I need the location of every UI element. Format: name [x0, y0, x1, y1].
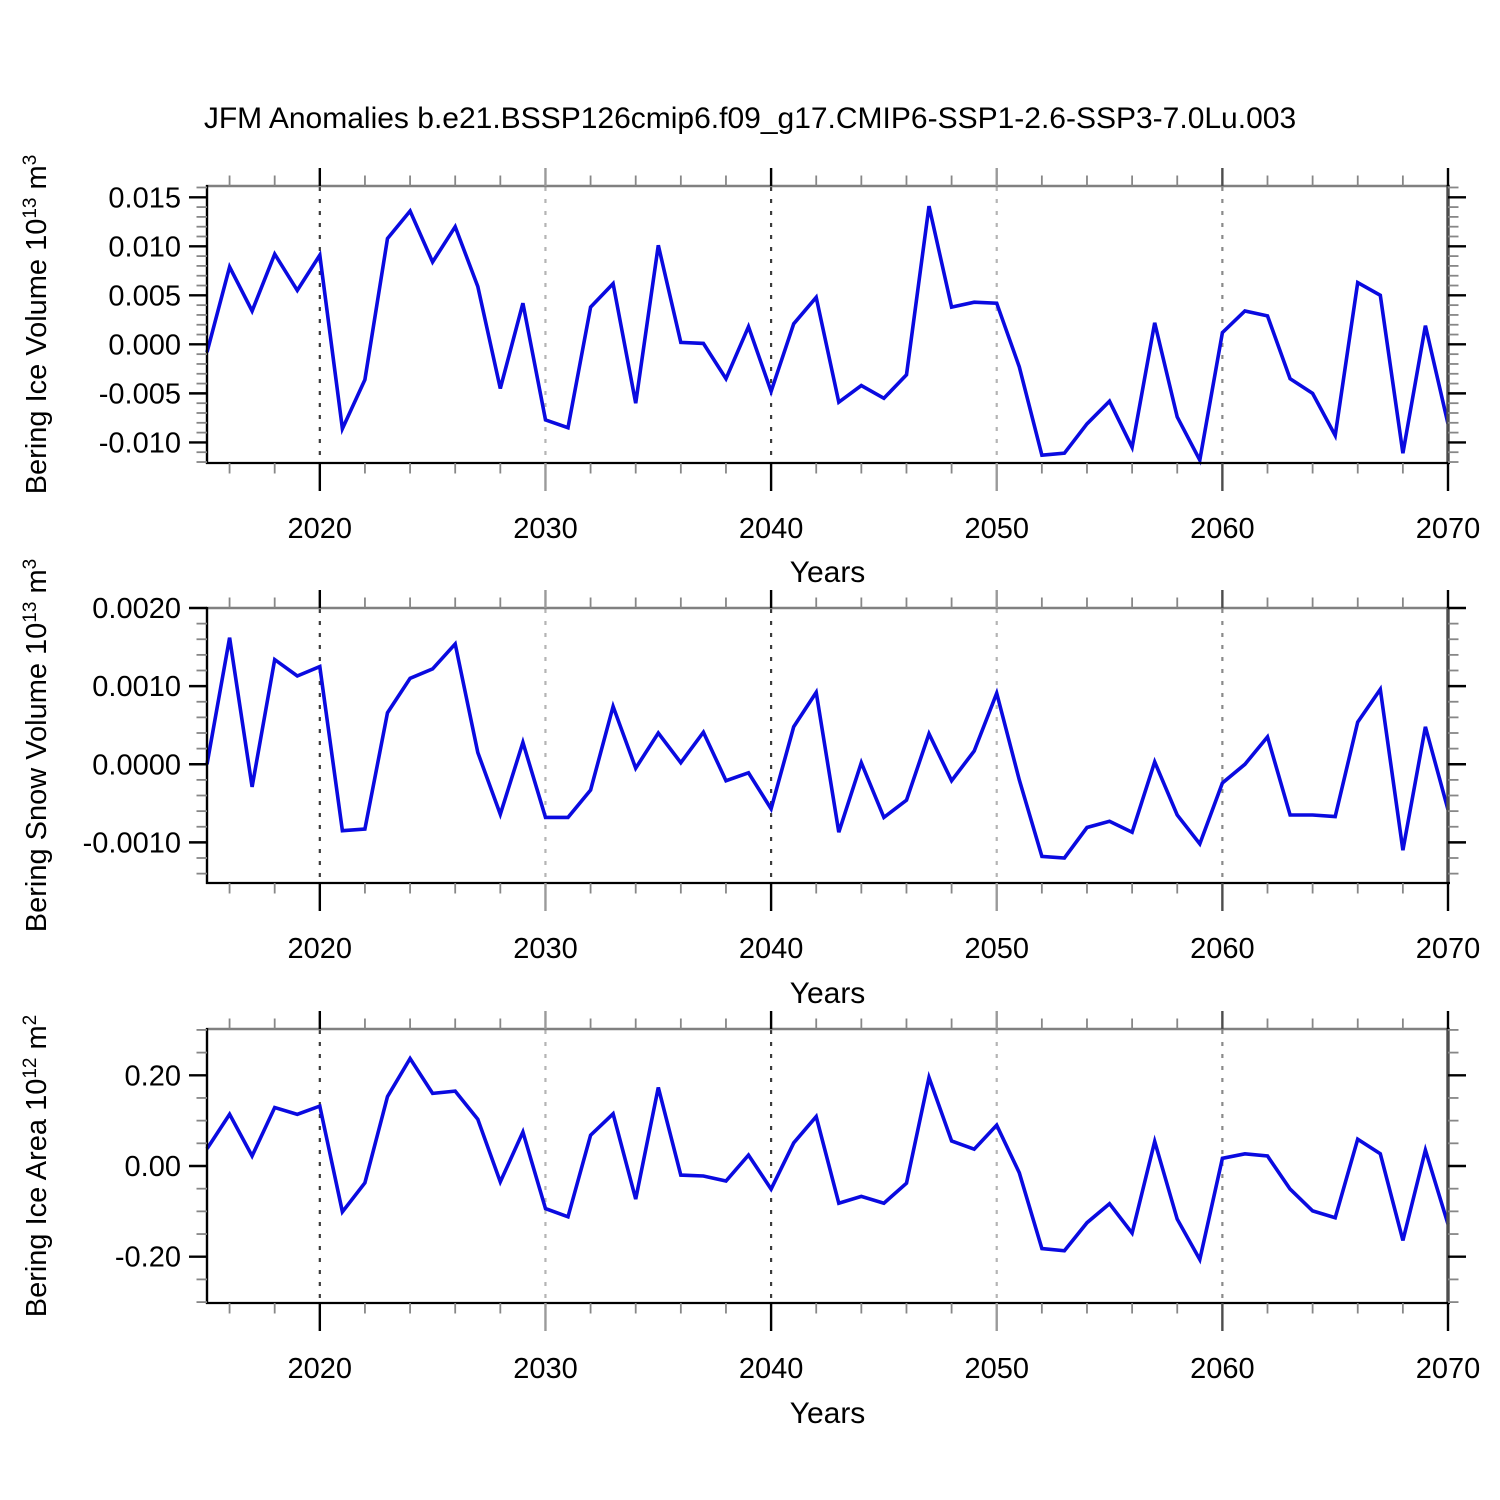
y-axis-title-sup: 3: [20, 559, 41, 570]
chart-bering-ice-volume: 0.015 0.010 0.005 0.000 -0.005 -0.010 2020 2030…: [20, 155, 1480, 589]
x-tick-label: 2070: [1416, 933, 1481, 965]
y-tick-label: -0.005: [99, 378, 181, 410]
x-tick-label: 2030: [513, 513, 578, 545]
x-axis-title: Years: [790, 556, 866, 589]
y-axis-title-sup: 2: [20, 1015, 41, 1026]
y-tick-label: -0.0010: [83, 827, 181, 859]
x-tick-label: 2020: [288, 933, 353, 965]
y-axis-title-seg: Bering Ice Area 10: [21, 1079, 53, 1318]
x-tick-label: 2020: [288, 1353, 353, 1385]
y-axis-title-sup: 13: [20, 197, 41, 218]
figure-title: JFM Anomalies b.e21.BSSP126cmip6.f09_g17…: [204, 102, 1296, 135]
charts-container: 0.015 0.010 0.005 0.000 -0.005 -0.010 2020 2030…: [20, 155, 1480, 1430]
chart-bering-snow-volume: 0.0020 0.0010 0.0000 -0.0010 2020 2030 2040 205…: [20, 559, 1480, 1010]
y-axis-title-seg: m: [21, 569, 53, 601]
y-axis-title-seg: Bering Snow Volume 10: [21, 623, 53, 933]
x-tick-label: 2040: [739, 933, 804, 965]
y-axis-title: Bering Snow Volume 1013 m3: [20, 559, 53, 932]
x-tick-label: 2020: [288, 513, 353, 545]
x-tick-label: 2060: [1190, 1353, 1255, 1385]
x-tick-label: 2040: [739, 513, 804, 545]
y-axis-title: Bering Ice Volume 1013 m3: [20, 155, 53, 495]
y-tick-label: 0.000: [108, 329, 181, 361]
series-line-bering-ice-area: [205, 1055, 1450, 1265]
y-tick-label: -0.010: [99, 427, 181, 459]
y-tick-label: 0.0000: [92, 749, 181, 781]
y-tick-label: 0.20: [125, 1060, 181, 1092]
chart-bering-ice-area: 0.20 0.00 -0.20 2020 2030 2040 2050 2060 2070 Yea…: [20, 1011, 1480, 1430]
y-tick-label: -0.20: [115, 1242, 181, 1274]
y-axis-title-seg: m: [21, 1025, 53, 1057]
y-tick-label: 0.00: [125, 1151, 181, 1183]
x-tick-label: 2030: [513, 1353, 578, 1385]
y-tick-label: 0.015: [108, 182, 181, 214]
x-tick-label: 2060: [1190, 513, 1255, 545]
y-tick-label: 0.010: [108, 231, 181, 263]
x-tick-label: 2050: [964, 1353, 1029, 1385]
y-axis-title-sup: 3: [20, 155, 41, 166]
y-axis-title-sup: 13: [20, 602, 41, 623]
y-axis-title-seg: m: [21, 165, 53, 197]
x-tick-label: 2050: [964, 933, 1029, 965]
y-tick-label: 0.005: [108, 280, 181, 312]
x-axis-title: Years: [790, 977, 866, 1010]
y-axis-title-seg: Bering Ice Volume 10: [21, 219, 53, 495]
series-line-bering-snow-volume: [205, 637, 1450, 860]
y-tick-label: 0.0010: [92, 671, 181, 703]
series-line-bering-ice-volume: [205, 205, 1450, 466]
y-axis-title: Bering Ice Area 1012 m2: [20, 1015, 53, 1318]
x-tick-label: 2060: [1190, 933, 1255, 965]
x-tick-label: 2070: [1416, 1353, 1481, 1385]
x-axis-title: Years: [790, 1397, 866, 1430]
x-tick-label: 2070: [1416, 513, 1481, 545]
y-axis-title-sup: 12: [20, 1058, 41, 1079]
x-tick-label: 2030: [513, 933, 578, 965]
x-tick-label: 2050: [964, 513, 1029, 545]
y-tick-label: 0.0020: [92, 593, 181, 625]
x-tick-label: 2040: [739, 1353, 804, 1385]
